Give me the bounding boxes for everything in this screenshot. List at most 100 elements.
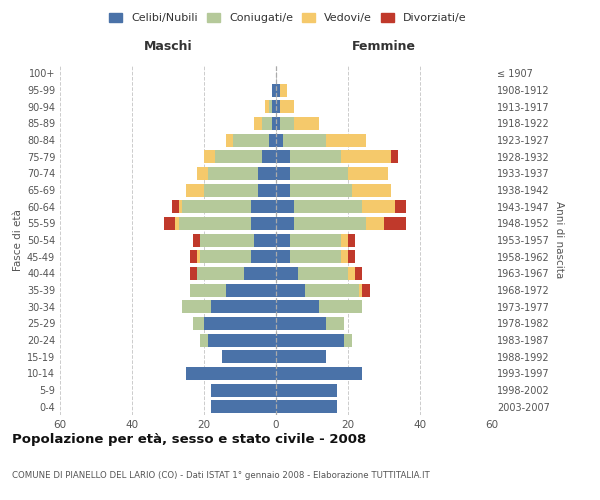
Bar (362, 284, 370, 296)
Bar (283, 134, 326, 146)
Bar (254, 234, 276, 246)
Bar (204, 150, 215, 163)
Bar (276, 167, 290, 180)
Bar (294, 117, 319, 130)
Bar (200, 334, 208, 346)
Bar (254, 117, 262, 130)
Bar (272, 84, 276, 96)
Bar (341, 250, 348, 263)
Bar (395, 200, 406, 213)
Text: COMUNE DI PIANELLO DEL LARIO (CO) - Dati ISTAT 1° gennaio 2008 - Elaborazione TU: COMUNE DI PIANELLO DEL LARIO (CO) - Dati… (12, 470, 430, 480)
Bar (251, 200, 276, 213)
Bar (276, 234, 290, 246)
Bar (269, 100, 272, 113)
Bar (211, 300, 276, 313)
Bar (341, 234, 348, 246)
Bar (193, 317, 204, 330)
Bar (276, 84, 280, 96)
Bar (200, 234, 254, 246)
Bar (182, 200, 251, 213)
Bar (276, 117, 280, 130)
Bar (200, 250, 251, 263)
Bar (204, 317, 276, 330)
Bar (244, 267, 276, 280)
Bar (186, 367, 276, 380)
Text: Maschi: Maschi (143, 40, 193, 54)
Text: Femmine: Femmine (352, 40, 416, 54)
Bar (186, 184, 204, 196)
Bar (276, 100, 280, 113)
Bar (298, 267, 348, 280)
Bar (226, 134, 233, 146)
Bar (280, 117, 294, 130)
Bar (348, 167, 388, 180)
Bar (276, 200, 294, 213)
Bar (305, 284, 359, 296)
Bar (276, 384, 337, 396)
Bar (366, 217, 384, 230)
Bar (362, 200, 395, 213)
Bar (262, 117, 272, 130)
Y-axis label: Fasce di età: Fasce di età (13, 209, 23, 271)
Bar (344, 334, 352, 346)
Bar (276, 284, 305, 296)
Bar (276, 267, 298, 280)
Bar (290, 184, 352, 196)
Bar (197, 167, 208, 180)
Bar (276, 334, 344, 346)
Bar (190, 284, 226, 296)
Bar (197, 250, 200, 263)
Bar (391, 150, 398, 163)
Y-axis label: Anni di nascita: Anni di nascita (554, 202, 563, 278)
Bar (276, 400, 337, 413)
Bar (276, 367, 362, 380)
Bar (204, 184, 258, 196)
Bar (179, 200, 182, 213)
Bar (276, 134, 283, 146)
Bar (276, 150, 290, 163)
Bar (276, 184, 290, 196)
Bar (197, 267, 244, 280)
Bar (258, 167, 276, 180)
Legend: Celibi/Nubili, Coniugati/e, Vedovi/e, Divorziati/e: Celibi/Nubili, Coniugati/e, Vedovi/e, Di… (105, 8, 471, 28)
Bar (341, 150, 391, 163)
Bar (208, 334, 276, 346)
Bar (294, 217, 366, 230)
Bar (276, 317, 326, 330)
Bar (172, 200, 179, 213)
Bar (276, 217, 294, 230)
Bar (290, 167, 348, 180)
Bar (290, 250, 341, 263)
Bar (190, 267, 197, 280)
Text: Popolazione per età, sesso e stato civile - 2008: Popolazione per età, sesso e stato civil… (12, 432, 366, 446)
Bar (290, 150, 341, 163)
Bar (190, 250, 197, 263)
Bar (290, 234, 341, 246)
Bar (280, 100, 294, 113)
Bar (359, 284, 362, 296)
Bar (326, 317, 344, 330)
Bar (222, 350, 276, 363)
Bar (211, 400, 276, 413)
Bar (294, 200, 362, 213)
Bar (276, 300, 319, 313)
Bar (193, 234, 200, 246)
Bar (175, 217, 179, 230)
Bar (182, 300, 211, 313)
Bar (215, 150, 262, 163)
Bar (326, 134, 366, 146)
Bar (251, 217, 276, 230)
Bar (280, 84, 287, 96)
Bar (272, 100, 276, 113)
Bar (233, 134, 269, 146)
Bar (251, 250, 276, 263)
Bar (276, 250, 290, 263)
Bar (179, 217, 251, 230)
Bar (262, 150, 276, 163)
Bar (208, 167, 258, 180)
Bar (355, 267, 362, 280)
Bar (265, 100, 269, 113)
Bar (352, 184, 391, 196)
Bar (164, 217, 175, 230)
Bar (211, 384, 276, 396)
